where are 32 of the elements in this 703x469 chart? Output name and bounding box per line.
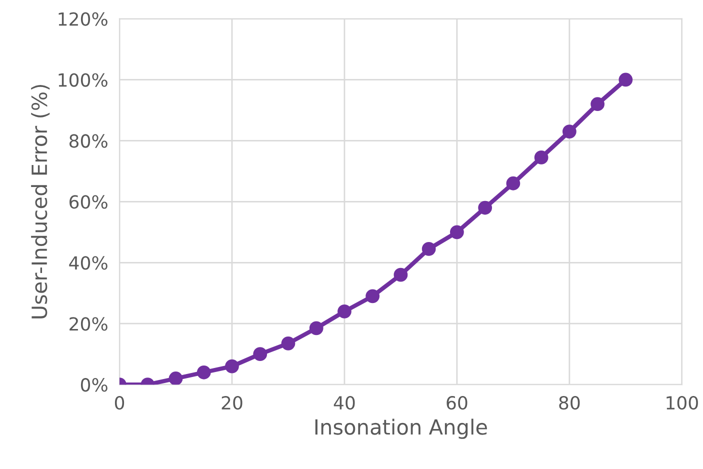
point: [450, 225, 464, 240]
point: [196, 365, 211, 380]
y-tick-label: 80%: [69, 134, 108, 148]
y-tick-label: 100%: [58, 73, 108, 87]
x-axis-title: Insonation Angle: [315, 418, 487, 439]
point: [506, 176, 520, 190]
point: [534, 150, 548, 164]
point: [281, 336, 296, 350]
x-tick-label: 0: [114, 396, 124, 410]
x-tick-label: 40: [334, 396, 355, 410]
point: [366, 289, 380, 304]
point: [225, 359, 239, 374]
x-tick-label: 20: [222, 396, 242, 410]
y-tick-label: 60%: [70, 195, 108, 209]
point: [309, 321, 324, 336]
x-tick-label: 60: [446, 396, 468, 410]
y-tick-label: 20%: [70, 317, 108, 331]
y-axis-title: User-Induced Error (%): [31, 84, 50, 318]
point: [562, 124, 576, 138]
point: [338, 304, 352, 318]
point: [422, 242, 436, 256]
x-tick-label: 100: [666, 396, 698, 410]
point: [168, 372, 183, 385]
point: [478, 200, 492, 215]
point: [618, 72, 633, 87]
point: [253, 347, 268, 362]
y-tick-label: 120%: [58, 12, 108, 26]
point: [394, 268, 408, 282]
y-tick-label: 40%: [69, 256, 108, 270]
point: [590, 97, 604, 112]
x-tick-label: 80: [559, 396, 580, 410]
y-tick-label: 0%: [80, 378, 108, 392]
